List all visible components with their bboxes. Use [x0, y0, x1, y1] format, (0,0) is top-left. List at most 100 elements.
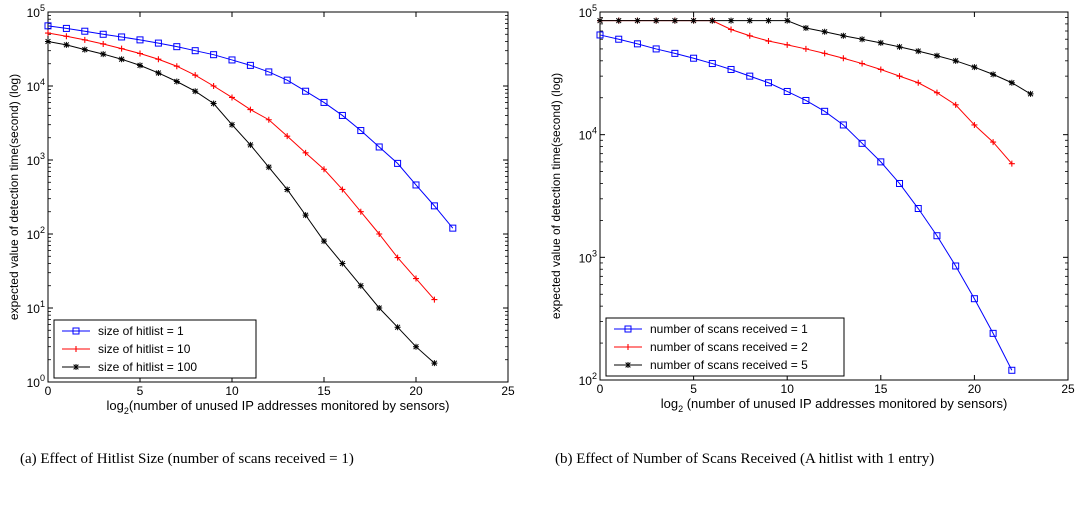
y-axis-label: expected value of detection time(second)… [549, 73, 563, 319]
data-point [1027, 90, 1034, 97]
data-point [989, 329, 997, 337]
data-point [137, 62, 143, 69]
data-point [210, 51, 218, 59]
y-tick-label: 104 [27, 77, 45, 94]
y-tick-label: 102 [579, 371, 597, 388]
data-point [100, 40, 107, 47]
data-point [210, 100, 217, 107]
data-point [840, 32, 847, 39]
data-point [784, 41, 791, 48]
data-point [191, 47, 199, 55]
data-point [859, 60, 866, 67]
data-point [265, 164, 272, 171]
data-point [376, 231, 383, 237]
data-point [357, 282, 364, 289]
x-tick-label: 20 [409, 384, 423, 398]
data-point [247, 106, 254, 113]
data-point [45, 30, 51, 37]
data-point [915, 48, 922, 55]
data-point [952, 262, 960, 270]
legend: size of hitlist = 1 size of hitlist = 10 s… [53, 319, 257, 379]
data-point [413, 275, 419, 282]
data-point [376, 305, 383, 311]
data-point [821, 50, 828, 57]
data-point [284, 186, 291, 193]
x-tick-label: 25 [1061, 382, 1075, 396]
legend-label: size of hitlist = 100 [98, 360, 197, 374]
data-point [173, 63, 180, 70]
data-point [173, 78, 180, 85]
legend-label: size of hitlist = 10 [98, 342, 191, 356]
data-point [877, 66, 884, 73]
data-point [246, 61, 254, 69]
legend-marker [73, 346, 79, 352]
data-point [971, 64, 978, 71]
data-point [708, 60, 716, 68]
y-tick-label: 101 [27, 299, 45, 316]
data-point [137, 50, 143, 57]
data-point [430, 202, 438, 210]
data-point [229, 94, 235, 101]
series-3 [45, 38, 438, 367]
data-point [858, 139, 866, 147]
legend-label: number of scans received = 2 [650, 340, 808, 354]
legend-label: number of scans received = 1 [650, 322, 808, 336]
data-point [690, 17, 697, 24]
y-tick-label: 105 [579, 3, 597, 20]
series-line [47, 25, 454, 229]
y-tick-label: 104 [579, 126, 597, 143]
data-point [265, 116, 272, 123]
data-point [247, 141, 254, 148]
legend-marker [625, 362, 631, 368]
series-line [47, 32, 435, 300]
data-point [896, 179, 904, 187]
data-point [357, 208, 364, 215]
data-point [971, 121, 978, 128]
data-point [821, 107, 829, 115]
data-point [81, 27, 89, 35]
data-point [321, 166, 327, 173]
x-axis-label: log2 (number of unused IP addresses moni… [661, 396, 1008, 414]
data-point [933, 89, 940, 96]
data-point [339, 260, 346, 267]
data-point [321, 238, 327, 245]
data-point [394, 324, 401, 331]
series-2 [45, 30, 438, 303]
data-point [44, 22, 52, 30]
data-point [633, 40, 641, 48]
legend-marker [72, 327, 80, 335]
y-axis-label: expected value of detection time(second)… [7, 74, 21, 320]
data-point [784, 17, 791, 24]
data-point [283, 76, 291, 84]
y-tick-label: 102 [27, 225, 45, 242]
data-point [764, 79, 772, 87]
y-tick-label: 105 [27, 3, 45, 20]
legend: number of scans received = 1 number of sc… [605, 317, 845, 377]
data-point [933, 52, 940, 59]
series-line [600, 20, 1031, 95]
data-point [192, 88, 199, 95]
data-point [302, 212, 309, 219]
series-line [47, 40, 435, 364]
data-point [62, 24, 70, 32]
data-point [302, 87, 310, 95]
data-point [265, 68, 273, 76]
data-point [746, 32, 753, 39]
data-point [840, 55, 847, 62]
data-point [952, 101, 959, 108]
data-point [45, 38, 51, 45]
x-tick-label: 0 [597, 382, 604, 396]
data-point [1008, 160, 1015, 167]
data-point [914, 205, 922, 213]
data-point [357, 127, 365, 135]
legend-marker [73, 364, 79, 370]
data-point [81, 46, 88, 53]
data-point [375, 143, 383, 151]
x-tick-label: 0 [45, 384, 52, 398]
data-point [728, 26, 735, 33]
data-point [765, 17, 772, 24]
data-point [81, 36, 88, 43]
data-point [449, 224, 457, 232]
data-point [229, 121, 235, 128]
data-point [615, 35, 623, 43]
